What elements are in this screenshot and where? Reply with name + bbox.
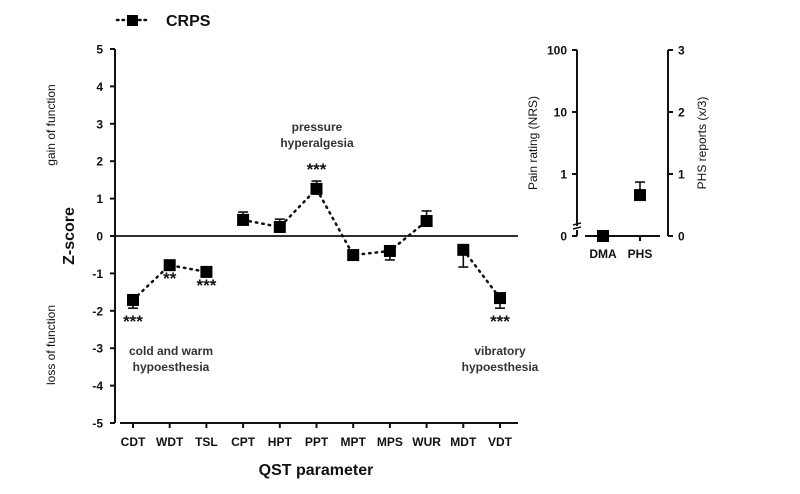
data-point-mdt (457, 243, 470, 256)
significance-label: *** (307, 160, 327, 179)
x-tick-label: MPT (341, 435, 367, 449)
data-point-cpt (237, 213, 250, 226)
x-tick-label: WDT (156, 435, 184, 449)
inset-x-tick-label: DMA (589, 247, 617, 261)
annotation-text: hyperalgesia (280, 136, 354, 150)
data-point-wur (420, 215, 433, 228)
inset-right-tick-label: 2 (678, 106, 685, 120)
legend-label: CRPS (166, 13, 211, 30)
x-tick-label: CPT (231, 435, 256, 449)
data-point-wdt (163, 259, 176, 272)
axis-break-mark (572, 226, 582, 230)
data-point-ppt (310, 182, 323, 195)
series-line-crps (462, 248, 502, 300)
axis-break-mark (572, 222, 582, 226)
x-tick-label: MDT (450, 435, 477, 449)
y-axis-lower-label: loss of function (44, 305, 58, 385)
inset-left-tick-label: 0 (560, 230, 567, 244)
significance-label: *** (196, 276, 216, 295)
inset-right-tick-label: 3 (678, 44, 685, 58)
x-tick-label: PPT (305, 435, 329, 449)
y-tick-label: -1 (92, 267, 103, 281)
y-axis-title: Z-score (61, 207, 78, 265)
y-tick-label: 1 (96, 192, 103, 206)
main-series (127, 180, 506, 309)
legend-marker (127, 15, 138, 26)
y-tick-label: 5 (96, 43, 103, 57)
significance-label: *** (490, 312, 510, 331)
main-x-ticks: CDT WDT TSL CPT HPT PPT MPT MPS WUR MDT VDT (121, 423, 513, 449)
y-tick-label: -5 (92, 417, 103, 431)
inset-left-tick-label: 10 (554, 106, 568, 120)
x-tick-label: VDT (488, 435, 513, 449)
x-axis-title: QST parameter (259, 462, 374, 479)
annotation-text: hypoesthesia (133, 360, 210, 374)
x-tick-label: CDT (121, 435, 146, 449)
inset-left-axis-title: Pain rating (NRS) (526, 96, 540, 190)
inset-point-dma (597, 230, 609, 242)
data-point-vdt (494, 292, 506, 305)
x-tick-label: HPT (268, 435, 293, 449)
data-point-mps (383, 244, 396, 257)
inset-left-tick-label: 1 (560, 168, 567, 182)
annotation-text: vibratory (474, 344, 526, 358)
inset-left-tick-label: 100 (547, 44, 567, 58)
data-point-tsl (200, 265, 213, 278)
y-tick-label: 3 (96, 117, 103, 131)
inset-point-phs (634, 189, 646, 202)
data-point-cdt (127, 293, 139, 306)
data-point-mpt (347, 249, 360, 262)
series-line-crps (241, 186, 428, 257)
y-tick-label: 4 (96, 80, 103, 94)
y-tick-label: -3 (92, 342, 103, 356)
y-axis-upper-label: gain of function (44, 84, 58, 165)
inset-right-tick-label: 1 (678, 168, 685, 182)
x-tick-label: MPS (377, 435, 403, 449)
annotations: pressure hyperalgesia cold and warm hypoest… (129, 120, 539, 374)
data-point-hpt (273, 221, 286, 234)
main-y-ticks: 5 4 3 2 1 0 -1 -2 -3 -4 -5 (92, 43, 115, 431)
significance-label: ** (163, 269, 177, 288)
y-tick-label: 2 (96, 155, 103, 169)
significance-markers: ***** ********* (123, 160, 510, 331)
annotation-text: hypoesthesia (462, 360, 539, 374)
inset-right-tick-label: 0 (678, 230, 685, 244)
annotation-text: pressure (292, 120, 343, 134)
y-tick-label: -4 (92, 379, 103, 393)
x-tick-label: WUR (412, 435, 441, 449)
inset-x-tick-label: PHS (628, 247, 653, 261)
legend: CRPS (115, 13, 211, 30)
y-tick-label: 0 (96, 230, 103, 244)
annotation-text: cold and warm (129, 344, 213, 358)
inset-right-axis-title: PHS reports (x/3) (695, 97, 709, 190)
significance-label: *** (123, 312, 143, 331)
y-tick-label: -2 (92, 304, 103, 318)
x-tick-label: TSL (195, 435, 218, 449)
